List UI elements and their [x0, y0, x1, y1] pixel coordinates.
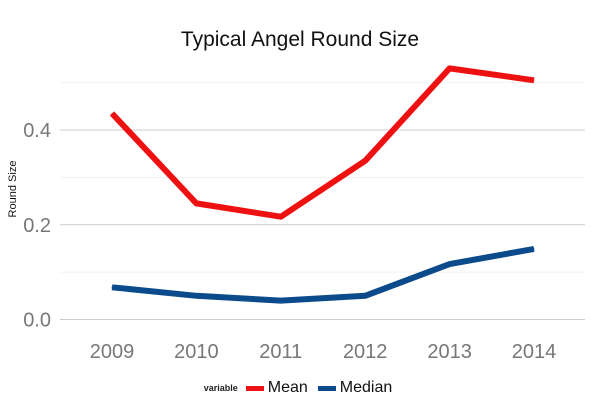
legend-label-mean: Mean — [267, 379, 308, 396]
series-line-mean — [109, 65, 535, 220]
data-point-median — [280, 300, 282, 302]
data-point-mean — [195, 202, 197, 204]
data-point-median — [449, 263, 451, 265]
data-point-mean — [280, 216, 282, 218]
x-tick-label: 2014 — [512, 341, 557, 363]
data-point-mean — [533, 79, 535, 81]
legend-label-median: Median — [339, 379, 393, 396]
data-point-median — [195, 295, 197, 297]
chart-title: Typical Angel Round Size — [180, 28, 420, 51]
legend-item-mean: Mean — [245, 379, 308, 397]
legend-title: variable — [203, 383, 238, 393]
series-lines — [109, 65, 535, 304]
axis-ticks: 0.0 0.2 0.4 2009 2010 2011 2012 2013 2014 — [23, 120, 556, 363]
series-line-median — [111, 245, 535, 304]
grid-lines — [60, 82, 585, 320]
data-point-median — [364, 295, 366, 297]
data-point-mean — [449, 67, 451, 69]
x-tick-label: 2009 — [90, 341, 135, 363]
legend-item-median: Median — [317, 379, 393, 397]
legend-swatch-median — [317, 385, 336, 391]
data-point-median — [533, 248, 535, 250]
y-tick-label: 0.4 — [23, 120, 51, 142]
x-tick-label: 2011 — [259, 341, 302, 363]
legend: variable Mean Median — [0, 379, 600, 397]
x-tick-label: 2010 — [174, 341, 219, 363]
data-point-mean — [111, 112, 113, 114]
x-tick-label: 2013 — [427, 341, 472, 363]
data-point-mean — [364, 160, 366, 162]
data-point-median — [111, 286, 113, 288]
y-tick-label: 0.2 — [23, 215, 51, 237]
legend-swatch-mean — [245, 385, 264, 391]
x-tick-label: 2012 — [343, 341, 388, 363]
y-tick-label: 0.0 — [23, 310, 51, 332]
